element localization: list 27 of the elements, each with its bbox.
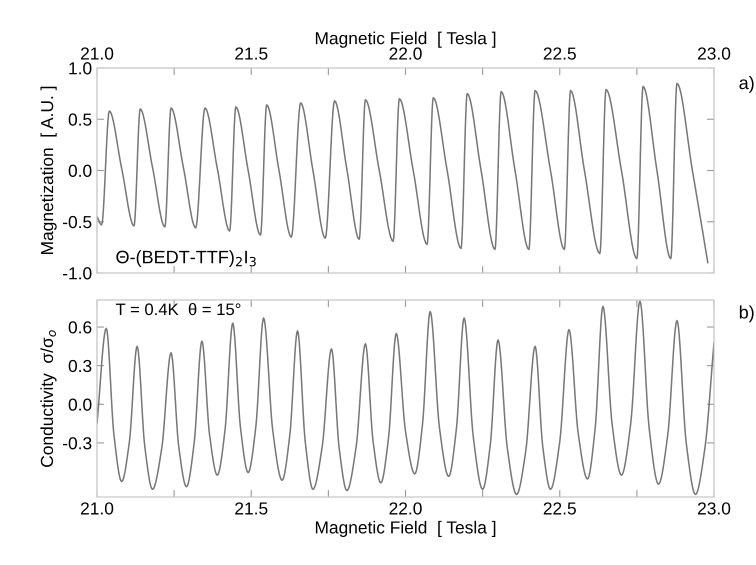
- y-tick-label: -0.5: [62, 216, 92, 228]
- x-tick-label: 22.0: [389, 47, 422, 60]
- annotation: Θ-(BEDT-TTF)$_{2}$I$_{3}$: [116, 250, 256, 267]
- y-tick-label: 0.5: [68, 113, 92, 126]
- x-tick-label: 21.0: [80, 502, 114, 515]
- y-tick-label: -1.0: [62, 267, 92, 280]
- x-tick-label: 23.0: [698, 502, 730, 515]
- y-tick-label: -0.3: [62, 437, 92, 450]
- annotation: T = 0.4K θ = 15°: [116, 302, 240, 316]
- x-tick-label: 22.5: [544, 502, 576, 515]
- y-tick-label: 0.3: [68, 360, 92, 372]
- y-tick-label: 0.0: [68, 164, 92, 177]
- x-tick-label: 21.5: [235, 502, 268, 515]
- y-tick-label: 0.6: [68, 321, 92, 334]
- text: a): [739, 76, 754, 93]
- y-axis-title: Magnetization [ A.U. ]: [40, 86, 57, 254]
- x-axis-title: Magnetic Field [ Tesla ]: [316, 520, 496, 538]
- x-tick-label: 21.5: [235, 47, 268, 60]
- x-tick-label: 22.0: [389, 502, 422, 515]
- x-axis-title: Magnetic Field [ Tesla ]: [316, 32, 496, 48]
- x-tick-label: 21.0: [80, 47, 114, 60]
- y-axis-title: Conductivity σ/σ$_{o}$: [40, 330, 57, 467]
- y-tick-label: 1.0: [69, 62, 92, 74]
- x-tick-label: 23.0: [698, 47, 730, 60]
- x-tick-label: 22.5: [544, 47, 576, 60]
- y-tick-label: 0.0: [68, 398, 92, 411]
- text: b): [740, 305, 754, 322]
